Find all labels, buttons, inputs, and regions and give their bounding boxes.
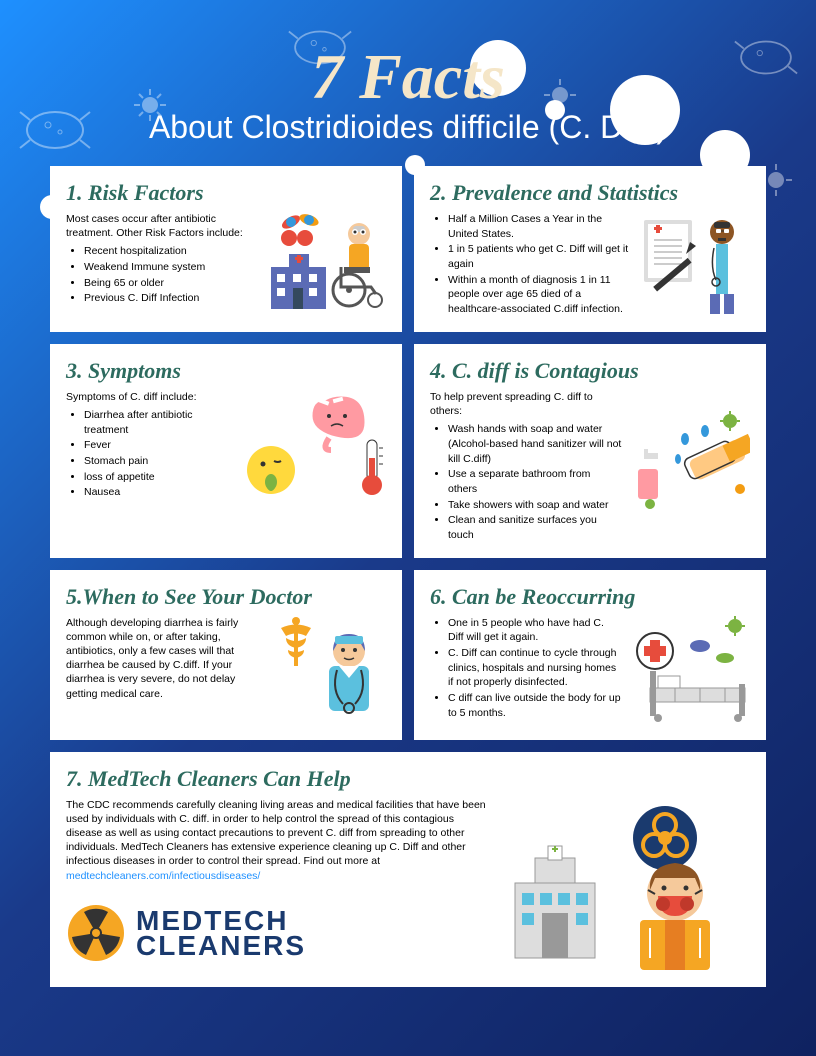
list-item: Stomach pain [84,454,233,469]
card-intro: Most cases occur after antibiotic treatm… [66,212,263,240]
list-item: Half a Million Cases a Year in the Unite… [448,212,632,241]
logo-line1: MEDTECH [136,908,306,933]
list-item: One in 5 people who have had C. Diff wil… [448,616,622,645]
list-item: Fever [84,438,233,453]
card-body: Although developing diarrhea is fairly c… [66,616,263,701]
card-title: 4. C. diff is Contagious [430,358,750,384]
symptoms-icon [241,390,386,501]
contagious-icon [630,390,750,544]
card-reoccurring: 6. Can be Reoccurring One in 5 people wh… [414,570,766,740]
list-item: Recent hospitalization [84,244,263,259]
list-item: Wash hands with soap and water (Alcohol-… [448,422,622,466]
medtech-icon [500,798,750,973]
medtech-link[interactable]: medtechcleaners.com/infectiousdiseases/ [66,870,260,882]
list-item: Within a month of diagnosis 1 in 11 peop… [448,273,632,317]
card-title: 6. Can be Reoccurring [430,584,750,610]
list-item: C. Diff can continue to cycle through cl… [448,646,622,690]
card-intro: Symptoms of C. diff include: [66,390,233,404]
list-item: Clean and sanitize surfaces you touch [448,513,622,542]
page-title-sub: About Clostridioides difficile (C. Diff.… [20,109,796,146]
card-title: 2. Prevalence and Statistics [430,180,750,206]
list-item: Take showers with soap and water [448,498,622,513]
list-item: C diff can live outside the body for up … [448,691,622,720]
page-title-main: 7 Facts [20,40,796,114]
card-symptoms: 3. Symptoms Symptoms of C. diff include:… [50,344,402,558]
doctor-icon [271,616,386,721]
list-item: loss of appetite [84,470,233,485]
card-prevalence: 2. Prevalence and Statistics Half a Mill… [414,166,766,332]
list-item: Weakend Immune system [84,260,263,275]
radiation-icon [66,903,126,963]
list-item: Being 65 or older [84,276,263,291]
card-medtech: 7. MedTech Cleaners Can Help The CDC rec… [50,752,766,987]
list-item: 1 in 5 patients who get C. Diff will get… [448,242,632,271]
card-title: 1. Risk Factors [66,180,386,206]
card-title: 7. MedTech Cleaners Can Help [66,766,750,792]
logo-line2: CLEANERS [136,933,306,958]
list-item: Nausea [84,485,233,500]
card-bullets: Recent hospitalizationWeakend Immune sys… [66,244,263,306]
card-bullets: Wash hands with soap and water (Alcohol-… [430,422,622,543]
list-item: Previous C. Diff Infection [84,291,263,306]
card-body: The CDC recommends carefully cleaning li… [66,798,492,883]
card-title: 5.When to See Your Doctor [66,584,386,610]
card-intro: To help prevent spreading C. diff to oth… [430,390,622,418]
list-item: Diarrhea after antibiotic treatment [84,408,233,437]
card-bullets: Diarrhea after antibiotic treatmentFever… [66,408,233,500]
card-risk-factors: 1. Risk Factors Most cases occur after a… [50,166,402,332]
card-contagious: 4. C. diff is Contagious To help prevent… [414,344,766,558]
reoccurring-icon [630,616,750,726]
card-bullets: Half a Million Cases a Year in the Unite… [430,212,632,317]
list-item: Use a separate bathroom from others [448,467,622,496]
risk-factors-icon [271,212,386,312]
medtech-logo: MEDTECH CLEANERS [66,903,492,963]
prevalence-icon [640,212,750,318]
card-see-doctor: 5.When to See Your Doctor Although devel… [50,570,402,740]
card-title: 3. Symptoms [66,358,386,384]
card-bullets: One in 5 people who have had C. Diff wil… [430,616,622,721]
